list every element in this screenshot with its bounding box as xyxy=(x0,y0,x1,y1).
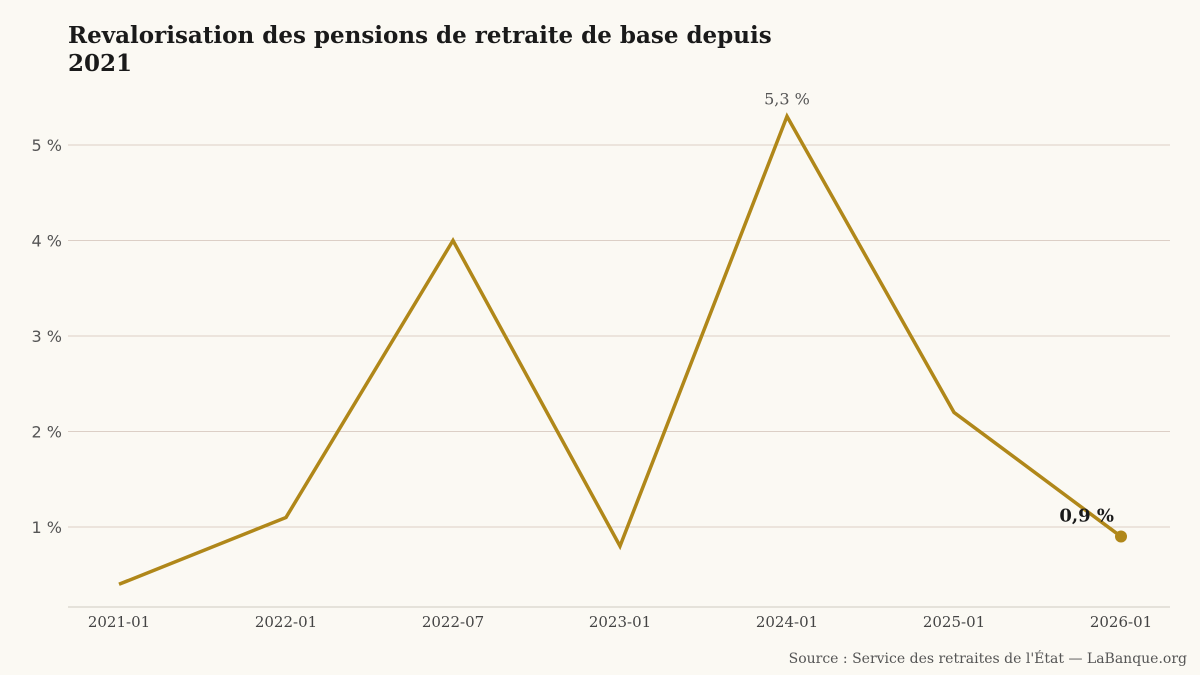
x-tick-label: 2021-01 xyxy=(88,613,150,631)
source-note: Source : Service des retraites de l'État… xyxy=(788,651,1187,667)
y-tick-label: 5 % xyxy=(32,136,62,155)
data-labels: 5,3 % 0,9 % xyxy=(764,89,1114,526)
data-points xyxy=(1115,530,1127,543)
x-tick-label: 2026-01 xyxy=(1090,613,1152,631)
chart-title: Revalorisation des pensions de retraite … xyxy=(68,22,772,77)
gridlines xyxy=(68,144,1170,528)
x-tick-label: 2022-01 xyxy=(255,613,317,631)
y-axis-ticks: 1 % 2 % 3 % 4 % 5 % xyxy=(32,136,62,537)
end-point-marker xyxy=(1115,530,1127,543)
x-tick-label: 2025-01 xyxy=(923,613,985,631)
x-tick-label: 2024-01 xyxy=(756,613,818,631)
x-tick-label: 2023-01 xyxy=(589,613,651,631)
x-tick-label: 2022-07 xyxy=(422,613,484,631)
peak-data-label: 5,3 % xyxy=(764,89,810,108)
y-tick-label: 1 % xyxy=(32,518,62,537)
end-data-label: 0,9 % xyxy=(1059,506,1114,527)
y-tick-label: 4 % xyxy=(32,232,62,251)
series-line xyxy=(118,112,1123,586)
y-tick-label: 2 % xyxy=(32,423,62,442)
x-axis-ticks: 2021-01 2022-01 2022-07 2023-01 2024-01 2025-… xyxy=(88,613,1152,631)
y-tick-label: 3 % xyxy=(32,327,62,346)
